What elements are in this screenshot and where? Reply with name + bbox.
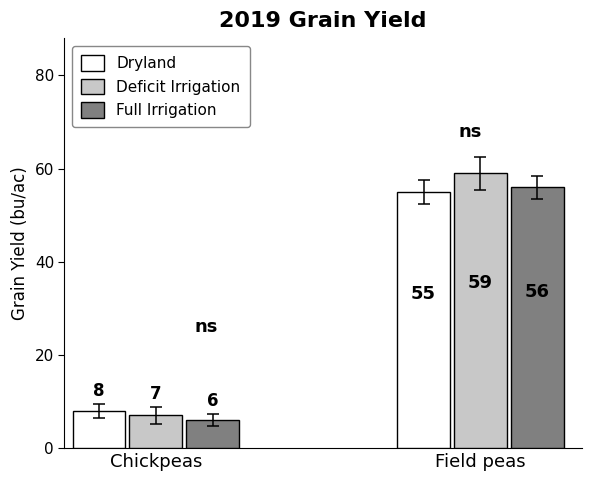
Bar [397, 192, 450, 448]
Legend: Dryland, Deficit Irrigation, Full Irrigation: Dryland, Deficit Irrigation, Full Irriga… [72, 46, 250, 127]
Text: 55: 55 [411, 285, 436, 303]
Title: 2019 Grain Yield: 2019 Grain Yield [219, 11, 427, 31]
Text: ns: ns [458, 123, 482, 141]
Bar [186, 420, 239, 448]
Bar [72, 411, 125, 448]
Bar [511, 187, 564, 448]
Text: 8: 8 [93, 382, 105, 400]
Text: 56: 56 [525, 282, 550, 301]
Bar [454, 173, 507, 448]
Y-axis label: Grain Yield (bu/ac): Grain Yield (bu/ac) [11, 166, 29, 320]
Text: 6: 6 [207, 392, 218, 410]
Bar [129, 415, 182, 448]
Text: ns: ns [195, 318, 218, 336]
Text: 7: 7 [150, 385, 161, 403]
Text: 59: 59 [468, 274, 493, 292]
